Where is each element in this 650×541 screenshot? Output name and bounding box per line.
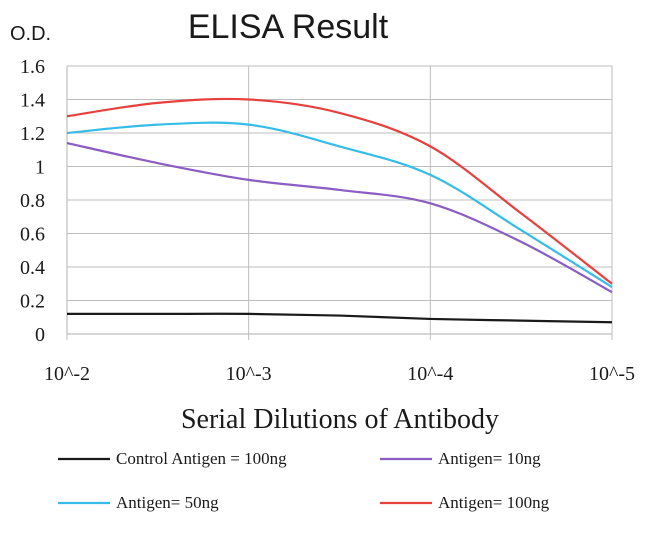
series-line-control-antigen-100ng bbox=[66, 312, 613, 324]
series-line-antigen-10ng bbox=[66, 141, 613, 294]
x-tick-label: 10^-2 bbox=[44, 363, 90, 385]
legend-label: Antigen= 10ng bbox=[438, 449, 541, 468]
chart-title: ELISA Result bbox=[188, 8, 389, 46]
x-tick-labels: 10^-2 10^-3 10^-4 10^-5 bbox=[44, 363, 635, 385]
y-tick-label: 0.6 bbox=[20, 224, 45, 246]
legend: Control Antigen = 100ng Antigen= 10ng Anti… bbox=[58, 449, 550, 512]
y-tick-label: 0.8 bbox=[20, 190, 45, 212]
x-tick-label: 10^-5 bbox=[589, 363, 635, 385]
y-tick-label: 0.2 bbox=[20, 291, 45, 313]
grid bbox=[67, 65, 613, 334]
legend-label: Antigen= 50ng bbox=[116, 493, 219, 512]
y-tick-label: 1.4 bbox=[20, 90, 45, 112]
x-tick-label: 10^-3 bbox=[226, 363, 272, 385]
y-tick-labels: 0 0.2 0.4 0.6 0.8 1 1.2 1.4 1.6 bbox=[20, 56, 45, 346]
series-line-antigen-50ng bbox=[66, 121, 613, 289]
y-tick-label: 1.6 bbox=[20, 56, 45, 78]
y-tick-label: 1.2 bbox=[20, 123, 45, 145]
x-axis-label: Serial Dilutions of Antibody bbox=[181, 404, 499, 435]
legend-label: Antigen= 100ng bbox=[438, 493, 550, 512]
x-tick-label: 10^-4 bbox=[407, 363, 453, 385]
y-tick-label: 0 bbox=[35, 324, 45, 346]
y-axis-label: O.D. bbox=[10, 23, 51, 45]
series-line-antigen-100ng bbox=[66, 97, 613, 285]
legend-label: Control Antigen = 100ng bbox=[116, 449, 287, 468]
y-tick-label: 1 bbox=[35, 157, 45, 179]
series-group bbox=[66, 97, 613, 324]
y-tick-label: 0.4 bbox=[20, 257, 45, 279]
axes bbox=[66, 66, 613, 340]
